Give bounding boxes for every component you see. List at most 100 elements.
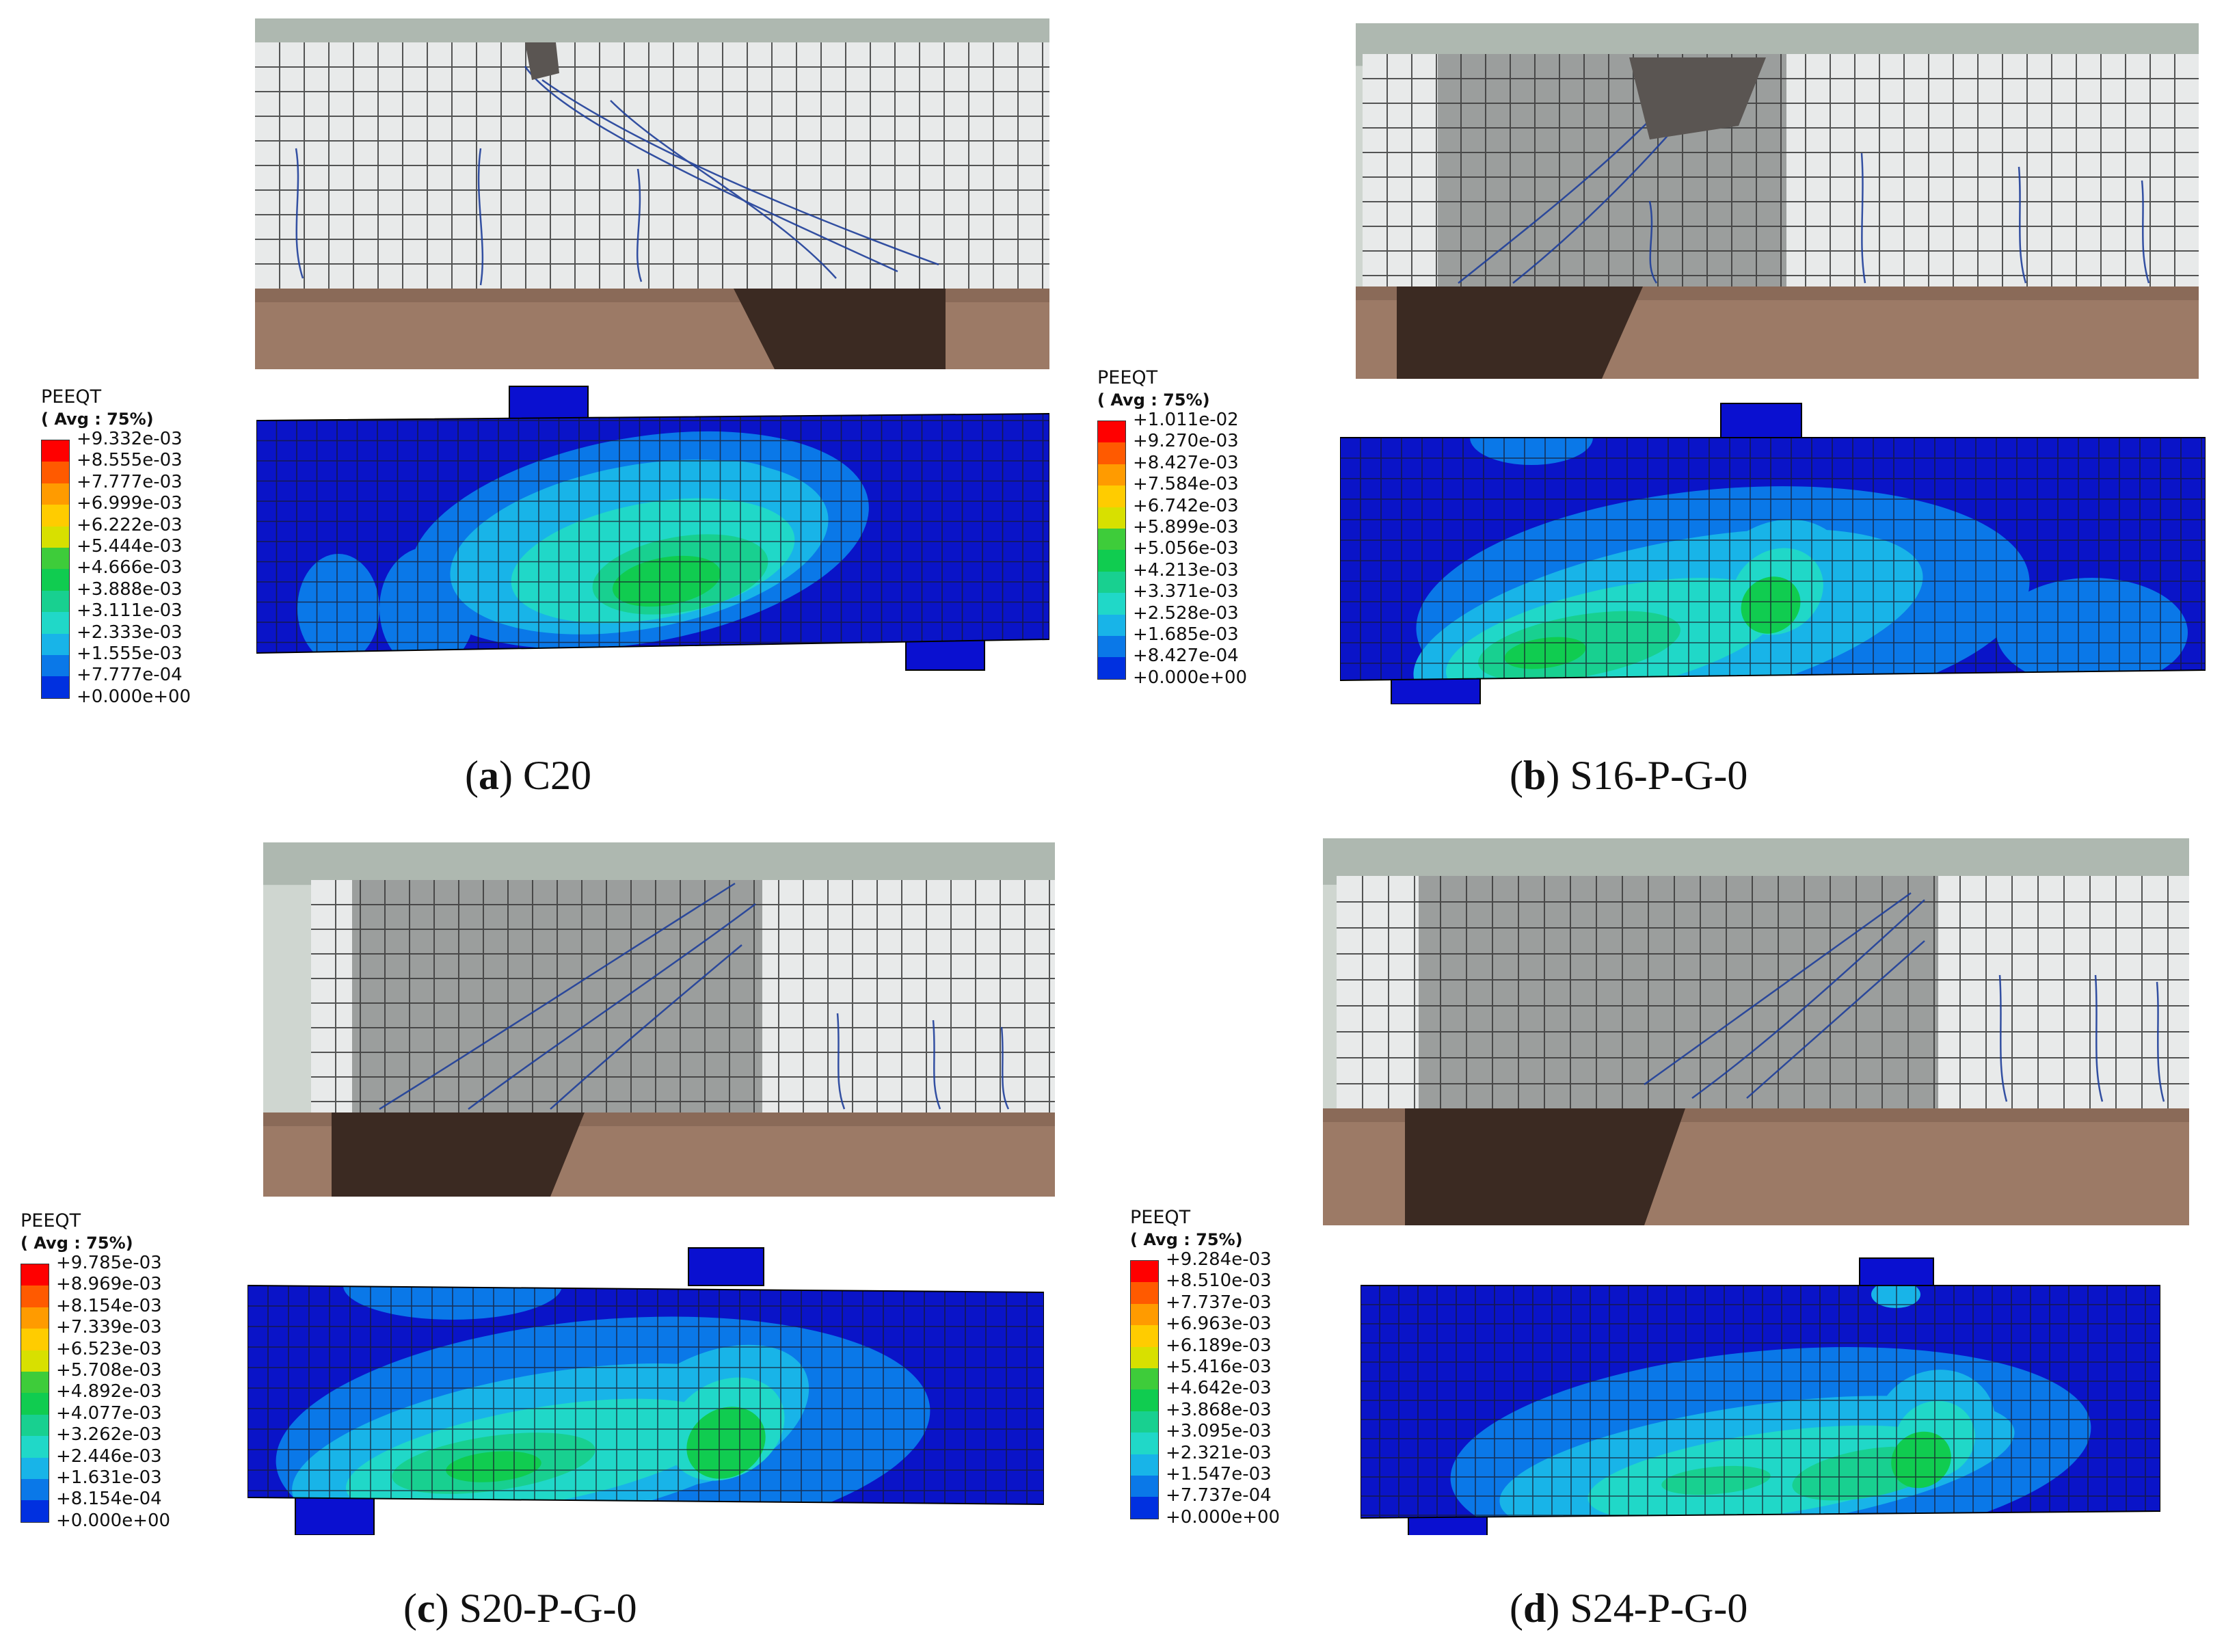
legend-swatch	[42, 462, 69, 483]
legend-tick-label: +2.446e-03	[56, 1446, 170, 1467]
legend-tick-label: +8.154e-04	[56, 1489, 170, 1510]
legend-swatch	[1098, 657, 1125, 678]
legend-swatch	[1131, 1261, 1158, 1282]
legend-tick-label: +8.154e-03	[56, 1296, 170, 1317]
legend-ticks: +9.332e-03 +8.555e-03 +7.777e-03 +6.999e-03…	[77, 429, 191, 708]
legend-swatch	[1131, 1433, 1158, 1454]
legend-swatch	[21, 1500, 49, 1521]
legend-tick-label: +0.000e+00	[1166, 1507, 1280, 1528]
legend-swatch	[42, 527, 69, 548]
legend-tick-label: +1.631e-03	[56, 1467, 170, 1489]
legend-tick-label: +8.555e-03	[77, 450, 191, 471]
legend-swatch	[21, 1415, 49, 1436]
fem-contour-drawing	[247, 1244, 1044, 1535]
legend-swatch	[21, 1307, 49, 1329]
legend-swatches	[41, 440, 70, 699]
legend-title: PEEQT	[41, 386, 101, 408]
legend-tick-label: +1.685e-03	[1133, 624, 1247, 645]
legend-tick-label: +4.077e-03	[56, 1403, 170, 1424]
legend-tick-label: +2.321e-03	[1166, 1443, 1280, 1464]
legend-subtitle: ( Avg : 75%)	[1130, 1230, 1243, 1249]
legend-swatch	[21, 1372, 49, 1393]
legend-swatch	[42, 505, 69, 526]
beam-photo-drawing	[1356, 23, 2199, 379]
legend-swatch	[1098, 636, 1125, 657]
legend-tick-label: +4.213e-03	[1133, 560, 1247, 581]
legend-swatch	[21, 1329, 49, 1350]
legend-swatch	[42, 591, 69, 612]
legend-tick-label: +4.666e-03	[77, 557, 191, 578]
fem-contour-c	[247, 1244, 1044, 1535]
legend-tick-label: +2.333e-03	[77, 622, 191, 643]
legend-swatch	[21, 1350, 49, 1372]
legend-swatches	[1097, 421, 1126, 680]
legend-swatch	[21, 1264, 49, 1285]
legend-swatch	[42, 655, 69, 676]
legend-tick-label: +0.000e+00	[1133, 667, 1247, 689]
beam-photo-drawing	[1323, 838, 2189, 1225]
legend-swatches	[1130, 1260, 1159, 1519]
legend-swatch	[1098, 485, 1125, 507]
legend-swatch	[42, 440, 69, 462]
caption-d: (d) S24-P-G-0	[1510, 1585, 1747, 1632]
legend-tick-label: +6.523e-03	[56, 1339, 170, 1360]
legend-swatch	[1098, 464, 1125, 485]
legend-swatch	[1131, 1497, 1158, 1518]
legend-tick-label: +8.427e-03	[1133, 453, 1247, 474]
test-photo-d	[1323, 838, 2189, 1225]
legend-subtitle: ( Avg : 75%)	[21, 1234, 133, 1253]
legend-swatch	[42, 483, 69, 505]
legend-tick-label: +1.547e-03	[1166, 1464, 1280, 1485]
legend-tick-label: +8.427e-04	[1133, 645, 1247, 667]
legend-swatch	[1098, 507, 1125, 529]
legend-swatch	[1131, 1325, 1158, 1346]
legend-title: PEEQT	[21, 1210, 81, 1231]
legend-swatch	[1098, 529, 1125, 550]
legend-swatch	[1098, 442, 1125, 464]
legend-tick-label: +5.899e-03	[1133, 517, 1247, 538]
legend-swatch	[42, 569, 69, 590]
fem-contour-drawing	[256, 383, 1049, 677]
legend-tick-label: +6.742e-03	[1133, 496, 1247, 517]
legend-tick-label: +3.888e-03	[77, 579, 191, 600]
legend-tick-label: +6.189e-03	[1166, 1335, 1280, 1357]
legend-subtitle: ( Avg : 75%)	[41, 410, 154, 429]
legend-swatch	[1131, 1347, 1158, 1368]
legend-swatch	[1131, 1304, 1158, 1325]
legend-tick-label: +5.444e-03	[77, 536, 191, 557]
legend-tick-label: +3.868e-03	[1166, 1400, 1280, 1421]
legend-swatch	[42, 634, 69, 655]
legend-swatch	[42, 548, 69, 569]
caption-c: (c) S20-P-G-0	[403, 1585, 637, 1632]
fem-contour-drawing	[1361, 1255, 2160, 1535]
legend-subtitle: ( Avg : 75%)	[1097, 390, 1210, 410]
legend-tick-label: +9.284e-03	[1166, 1249, 1280, 1270]
legend-tick-label: +6.963e-03	[1166, 1314, 1280, 1335]
legend-tick-label: +3.262e-03	[56, 1424, 170, 1446]
legend-tick-label: +3.111e-03	[77, 600, 191, 622]
legend-tick-label: +8.969e-03	[56, 1274, 170, 1295]
legend-swatch	[21, 1436, 49, 1457]
legend-swatch	[42, 612, 69, 633]
legend-swatch	[1131, 1368, 1158, 1389]
legend-tick-label: +4.892e-03	[56, 1381, 170, 1402]
caption-a: (a) C20	[465, 752, 591, 799]
legend-tick-label: +7.737e-04	[1166, 1485, 1280, 1506]
legend-ticks: +9.284e-03 +8.510e-03 +7.737e-03 +6.963e-03…	[1166, 1249, 1280, 1528]
legend-tick-label: +2.528e-03	[1133, 603, 1247, 624]
legend-tick-label: +8.510e-03	[1166, 1270, 1280, 1292]
legend-tick-label: +5.056e-03	[1133, 538, 1247, 559]
legend-swatches	[21, 1264, 49, 1523]
fem-contour-a	[256, 383, 1049, 677]
legend-swatch	[1098, 550, 1125, 571]
legend-ticks: +1.011e-02 +9.270e-03 +8.427e-03 +7.584e-03…	[1133, 410, 1247, 689]
legend-tick-label: +1.555e-03	[77, 643, 191, 665]
legend-tick-label: +6.222e-03	[77, 515, 191, 536]
beam-photo-drawing	[255, 18, 1049, 369]
legend-tick-label: +3.371e-03	[1133, 581, 1247, 602]
legend-swatch	[21, 1285, 49, 1307]
legend-swatch	[1098, 593, 1125, 614]
legend-swatch	[1131, 1476, 1158, 1497]
legend-tick-label: +6.999e-03	[77, 493, 191, 514]
caption-b: (b) S16-P-G-0	[1510, 752, 1747, 799]
